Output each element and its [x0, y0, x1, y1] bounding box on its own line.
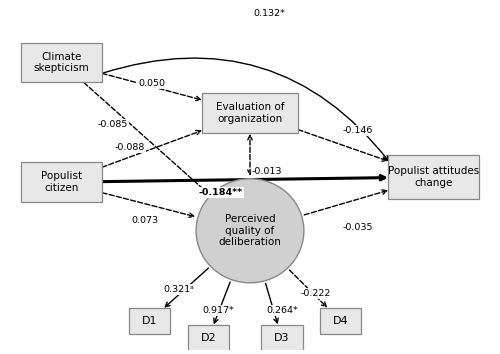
FancyBboxPatch shape — [320, 308, 362, 334]
FancyBboxPatch shape — [388, 155, 479, 199]
Text: 0.321ᵃ: 0.321ᵃ — [164, 285, 194, 294]
Text: D4: D4 — [333, 316, 348, 326]
Text: D1: D1 — [142, 316, 158, 326]
FancyBboxPatch shape — [128, 308, 170, 334]
Text: 0.917*: 0.917* — [202, 306, 234, 315]
Text: D2: D2 — [200, 333, 216, 343]
Text: 0.073: 0.073 — [131, 216, 158, 225]
Text: Populist attitudes
change: Populist attitudes change — [388, 166, 480, 188]
Text: -0.146: -0.146 — [342, 126, 373, 135]
Ellipse shape — [196, 179, 304, 283]
Text: Climate
skepticism: Climate skepticism — [34, 52, 89, 73]
Text: Evaluation of
organization: Evaluation of organization — [216, 102, 284, 124]
Text: D3: D3 — [274, 333, 289, 343]
FancyBboxPatch shape — [202, 93, 298, 133]
FancyBboxPatch shape — [21, 42, 102, 82]
Text: 0.132*: 0.132* — [254, 10, 286, 18]
Text: Perceived
quality of
deliberation: Perceived quality of deliberation — [218, 214, 282, 247]
Text: 0.264*: 0.264* — [266, 306, 298, 315]
Text: Populist
citizen: Populist citizen — [41, 171, 82, 193]
Text: -0.085: -0.085 — [98, 120, 128, 130]
Text: -0.013: -0.013 — [252, 167, 282, 176]
FancyBboxPatch shape — [188, 325, 229, 351]
Text: 0.050: 0.050 — [138, 79, 166, 88]
FancyBboxPatch shape — [21, 162, 102, 202]
Text: -0.088: -0.088 — [115, 143, 145, 152]
Text: -0.184**: -0.184** — [198, 188, 242, 197]
Text: -0.035: -0.035 — [342, 223, 373, 232]
FancyBboxPatch shape — [261, 325, 302, 351]
Text: -0.222: -0.222 — [301, 289, 332, 298]
